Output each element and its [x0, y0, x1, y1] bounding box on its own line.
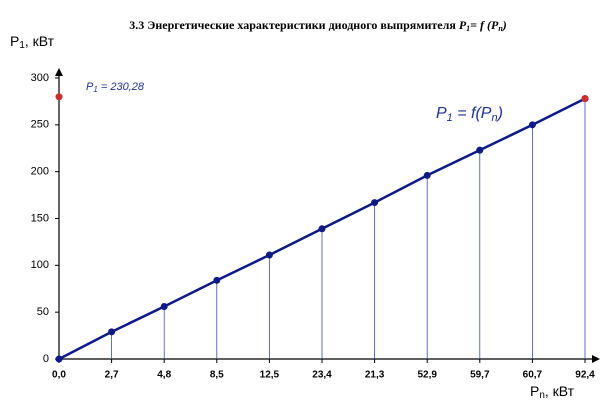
curve-label: P1 = f(Pn) — [436, 105, 503, 124]
x-tick-label: 8,5 — [210, 370, 224, 381]
y-tick-label: 50 — [37, 306, 49, 318]
y-axis-label: P1, кВт — [10, 33, 55, 51]
x-tick-label: 0,0 — [52, 370, 66, 381]
annotation: P1 = 230,28 — [86, 81, 145, 94]
x-axis-label: Pn, кВт — [530, 383, 575, 401]
y-tick-label: 300 — [31, 72, 49, 84]
point — [108, 328, 116, 336]
chart-title: 3.3 Энергетические характеристики диодно… — [129, 18, 507, 33]
y-tick-label: 100 — [31, 259, 49, 271]
y-tick-label: 200 — [31, 166, 49, 178]
x-tick-label: 23,4 — [312, 370, 332, 381]
point — [160, 303, 168, 311]
x-tick-label: 2,7 — [105, 370, 119, 381]
x-tick-label: 59,7 — [470, 370, 490, 381]
point — [213, 276, 221, 284]
x-tick-label: 52,9 — [417, 370, 437, 381]
point — [265, 251, 273, 259]
x-tick-label: 60,7 — [523, 370, 543, 381]
y-axis-arrow — [55, 68, 63, 76]
x-tick-label: 21,3 — [365, 370, 385, 381]
point — [528, 121, 536, 129]
red-marker — [581, 95, 589, 103]
point — [423, 171, 431, 179]
x-tick-label: 92,4 — [575, 370, 595, 381]
x-tick-label: 4,8 — [157, 370, 171, 381]
point — [318, 225, 326, 233]
point — [476, 146, 484, 154]
point — [371, 199, 379, 207]
point — [55, 355, 63, 363]
x-tick-label: 12,5 — [260, 370, 280, 381]
y-tick-label: 0 — [43, 353, 49, 365]
y-tick-label: 150 — [31, 212, 49, 224]
x-axis-arrow — [592, 355, 600, 363]
y-tick-label: 250 — [31, 119, 49, 131]
red-marker — [55, 93, 63, 101]
